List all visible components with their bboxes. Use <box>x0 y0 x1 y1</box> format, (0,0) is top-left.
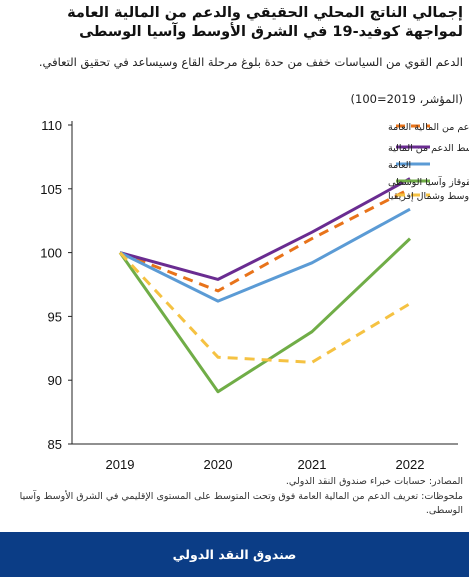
footer-banner: صندوق النقد الدولي <box>0 532 469 577</box>
line-chart: 85 90 95 100 105 110 2019 2020 2021 2022 الشرق ال… <box>40 118 469 472</box>
x-tick-label: 2020 <box>204 457 233 472</box>
legend-label-3: العامة <box>388 160 411 171</box>
legend-label-1: الشرق الأوسط وآسيا الوسطى– فوق متوسط الد… <box>388 120 469 133</box>
footer-label: صندوق النقد الدولي <box>172 547 297 562</box>
y-tick-label: 85 <box>48 437 62 452</box>
x-tick-label: 2019 <box>106 457 135 472</box>
y-tick-label: 100 <box>40 246 62 261</box>
chart-axes: 85 90 95 100 105 110 2019 2020 2021 2022 <box>40 118 458 472</box>
series-line-2 <box>119 177 411 281</box>
legend-label-5: الشرق الأوسط وشمال إفريقيا <box>388 190 469 202</box>
chart-series <box>118 177 412 394</box>
notes-text: ملحوظات: تعريف الدعم من المالية العامة ف… <box>19 491 463 516</box>
x-tick-label: 2021 <box>298 457 327 472</box>
series-line-4 <box>118 237 412 394</box>
unit-label: (المؤشر، 2019=100) <box>350 92 464 106</box>
y-tick-label: 90 <box>48 373 62 388</box>
chart-legend: الشرق الأوسط وآسيا الوسطى– فوق متوسط الد… <box>388 120 469 202</box>
chart-title: إجمالي الناتج المحلي الحقيقي والدعم من ا… <box>67 5 463 40</box>
y-tick-label: 95 <box>48 309 62 324</box>
series-line-3 <box>119 207 411 303</box>
sources-note: المصادر: حسابات خبراء صندوق النقد الدولي… <box>285 476 463 487</box>
y-tick-label: 105 <box>40 182 62 197</box>
series-line-5 <box>118 251 411 364</box>
chart-subtitle: الدعم القوي من السياسات خفف من حدة بلوغ … <box>38 55 463 69</box>
y-tick-label: 110 <box>41 118 62 133</box>
legend-label-4: القوقاز وآسيا الوسطى <box>388 175 469 188</box>
x-tick-label: 2022 <box>396 457 425 472</box>
legend-label-2: الشرق الأوسط وآسيا الوسطى– تحت متوسط الد… <box>388 141 469 154</box>
series-line-1 <box>119 187 411 293</box>
